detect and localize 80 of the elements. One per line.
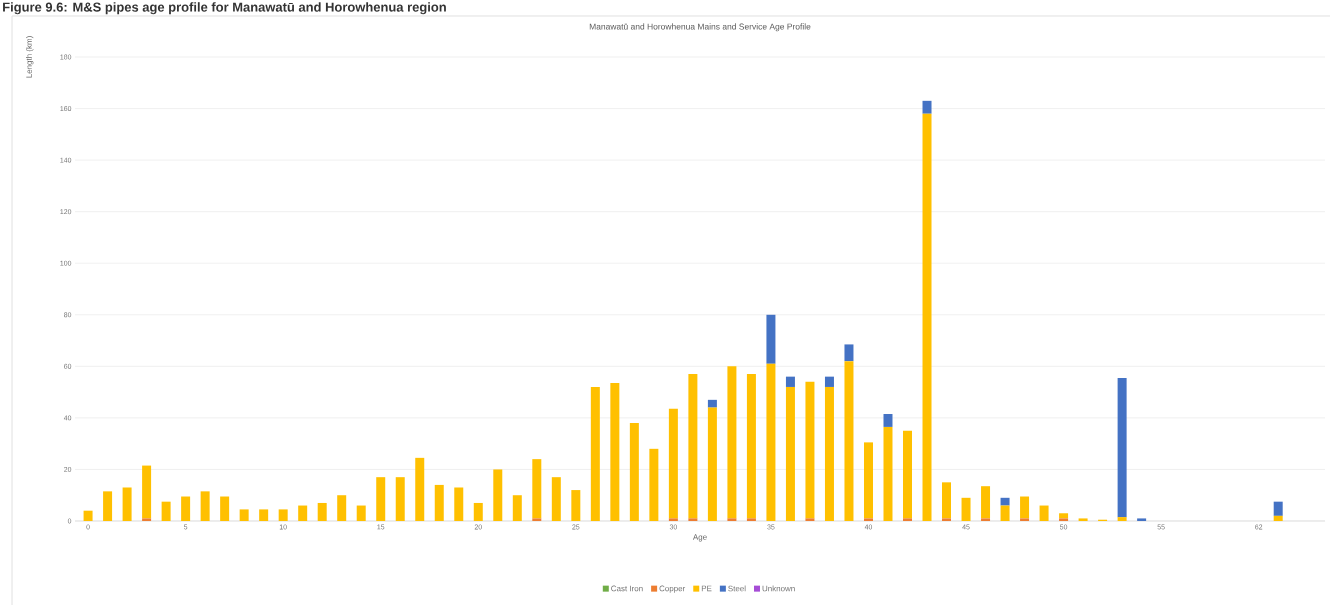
bar xyxy=(1273,515,1283,521)
bar xyxy=(532,518,542,521)
bar xyxy=(1000,505,1010,521)
bar xyxy=(142,518,152,521)
bar xyxy=(766,363,776,521)
bar xyxy=(903,430,912,519)
bar xyxy=(239,509,249,521)
bar xyxy=(629,423,639,521)
bar xyxy=(298,505,308,521)
bar xyxy=(1117,517,1127,521)
bar xyxy=(844,344,854,362)
bar xyxy=(454,487,464,521)
bar xyxy=(317,502,327,521)
bar xyxy=(610,383,620,521)
bar xyxy=(785,376,795,387)
bar xyxy=(337,495,347,521)
bar xyxy=(981,486,991,519)
bar xyxy=(668,518,678,521)
bar xyxy=(1020,518,1030,521)
bar xyxy=(766,314,776,364)
bar xyxy=(103,491,113,521)
bar xyxy=(688,374,698,519)
bar xyxy=(903,518,912,521)
bar xyxy=(551,477,561,521)
bar xyxy=(200,491,210,521)
bar xyxy=(707,399,717,408)
bar xyxy=(83,510,93,521)
chart-title: Figure 9.6: M&S pipes age profile for Manawatū and Horowhenua region xyxy=(3,2,446,15)
bar xyxy=(668,408,678,519)
bar xyxy=(1273,501,1283,516)
bar xyxy=(649,448,659,521)
bar xyxy=(473,502,483,521)
bar xyxy=(376,477,386,521)
bar xyxy=(161,501,171,521)
bar xyxy=(220,496,230,521)
bar xyxy=(122,487,132,521)
chart-subtitle: Manawatū and Horowhenua Mains and Service Age Profile xyxy=(589,23,811,32)
bar xyxy=(942,482,952,519)
bar xyxy=(278,509,288,521)
bar xyxy=(259,509,269,521)
bar xyxy=(746,374,756,519)
bar xyxy=(1059,513,1069,519)
bar xyxy=(922,113,932,521)
bar xyxy=(434,484,444,521)
bar xyxy=(1137,518,1147,521)
bar xyxy=(532,459,542,519)
bar xyxy=(805,518,815,521)
bar xyxy=(785,386,795,521)
bar xyxy=(922,100,932,114)
bar xyxy=(824,386,834,521)
bar xyxy=(942,518,952,521)
bar xyxy=(883,426,893,521)
bar xyxy=(142,465,152,519)
bar xyxy=(727,518,737,521)
bar xyxy=(1039,505,1049,521)
bar xyxy=(512,495,522,521)
bar xyxy=(590,386,600,521)
bar xyxy=(571,490,581,521)
bar xyxy=(863,518,873,521)
bar xyxy=(1117,377,1127,518)
bar xyxy=(863,442,873,519)
bar xyxy=(1020,496,1030,519)
bar xyxy=(1059,518,1069,521)
bar xyxy=(688,518,698,521)
bar xyxy=(824,376,834,387)
bar xyxy=(493,469,503,521)
bar xyxy=(415,457,425,521)
bar xyxy=(181,496,191,521)
bar xyxy=(356,505,366,521)
bar xyxy=(961,497,971,521)
bar xyxy=(727,366,737,519)
bar xyxy=(883,414,893,427)
bar xyxy=(746,518,756,521)
bar xyxy=(981,518,991,521)
bar xyxy=(805,381,815,519)
bar xyxy=(1078,518,1088,521)
bar xyxy=(844,361,854,521)
bar xyxy=(1000,497,1010,506)
bar xyxy=(395,477,405,521)
bar xyxy=(707,407,717,521)
